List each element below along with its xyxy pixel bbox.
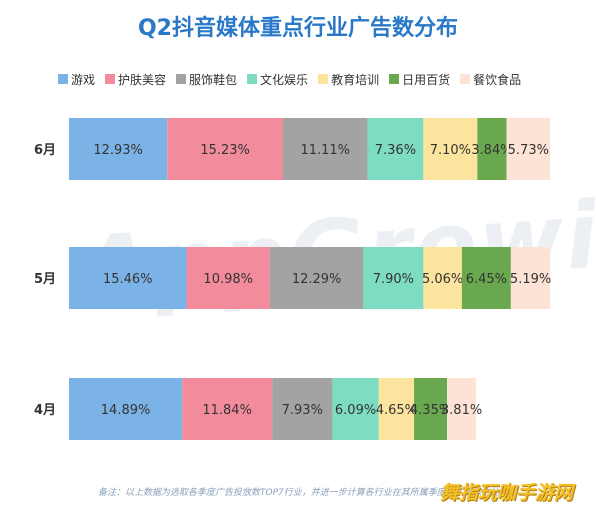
data-label: 3.81% — [441, 403, 482, 418]
bar-segment — [182, 378, 273, 440]
legend-label: 护肤美容 — [118, 72, 167, 87]
data-label: 12.93% — [93, 143, 143, 158]
data-label: 6.09% — [335, 403, 376, 418]
data-label: 5.06% — [422, 272, 463, 287]
bar-segment — [367, 118, 424, 180]
data-label: 3.84% — [471, 143, 512, 158]
legend-swatch — [58, 74, 68, 84]
data-label: 10.98% — [203, 272, 253, 287]
bar-segment — [510, 247, 551, 309]
data-label: 7.36% — [375, 143, 416, 158]
bar-segment — [69, 247, 187, 309]
category-label: 6月 — [34, 143, 56, 158]
data-label: 11.11% — [300, 143, 350, 158]
legend-item: 餐饮食品 — [460, 71, 521, 88]
legend-swatch — [105, 74, 116, 84]
data-label: 11.84% — [202, 403, 252, 418]
bar-segment — [272, 378, 333, 440]
legend-item: 服饰鞋包 — [176, 71, 237, 88]
legend-label: 文化娱乐 — [260, 72, 309, 87]
bar-segment — [461, 247, 511, 309]
bar-segment — [506, 118, 551, 180]
legend-item: 日用百货 — [389, 71, 450, 88]
category-label: 5月 — [34, 272, 56, 287]
legend-swatch — [247, 74, 258, 84]
data-label: 5.73% — [508, 143, 549, 158]
bar-segment — [363, 247, 424, 309]
bar-segment — [69, 378, 183, 440]
bar-segment — [423, 247, 462, 309]
legend-label: 日用百货 — [402, 72, 451, 87]
data-label: 7.93% — [282, 403, 323, 418]
legend-label: 教育培训 — [331, 72, 380, 87]
bar-segment — [414, 378, 448, 440]
footnote: 备注：以上数据为选取各季度广告投放数TOP7行业，并进一步计算各行业在其所属季度… — [98, 488, 500, 498]
bar-segment — [167, 118, 284, 180]
bar-segment — [477, 118, 507, 180]
chart-title: Q2抖音媒体重点行业广告数分布 — [137, 16, 458, 41]
data-label: 4.35% — [410, 403, 451, 418]
legend-item: 游戏 — [58, 71, 95, 88]
legend-item: 护肤美容 — [105, 71, 166, 88]
legend-label: 餐饮食品 — [473, 72, 522, 87]
bar-segment — [378, 378, 415, 440]
data-label: 15.23% — [200, 143, 250, 158]
data-label: 7.90% — [373, 272, 414, 287]
data-label: 7.10% — [430, 143, 471, 158]
bar-segment — [283, 118, 368, 180]
bar-segment — [269, 247, 364, 309]
bar-segment — [69, 118, 168, 180]
legend-label: 服饰鞋包 — [189, 72, 238, 87]
category-label: 4月 — [34, 403, 56, 418]
data-label: 5.19% — [510, 272, 551, 287]
legend-label: 游戏 — [71, 72, 96, 87]
bar-segment — [186, 247, 270, 309]
bar-segment — [332, 378, 379, 440]
data-label: 15.46% — [103, 272, 153, 287]
data-label: 6.45% — [466, 272, 507, 287]
data-label: 4.65% — [376, 403, 417, 418]
data-label: 12.29% — [292, 272, 342, 287]
brand-logo: 舞指玩咖手游网 — [440, 482, 574, 504]
chart-legend: 游戏 护肤美容 服饰鞋包 文化娱乐 教育培训 日用百货 餐饮食品 — [58, 70, 531, 88]
legend-swatch — [176, 74, 187, 84]
legend-item: 文化娱乐 — [247, 71, 308, 88]
bar-segment — [447, 378, 477, 440]
data-label: 14.89% — [101, 403, 151, 418]
legend-swatch — [318, 74, 329, 84]
bar-segment — [423, 118, 478, 180]
legend-swatch — [460, 74, 471, 84]
legend-item: 教育培训 — [318, 71, 379, 88]
legend-swatch — [389, 74, 400, 84]
